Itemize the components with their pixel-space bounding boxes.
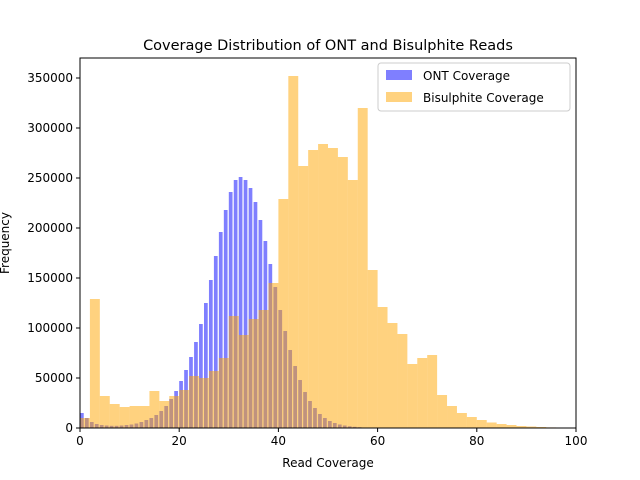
bar — [80, 418, 90, 428]
y-tick-label: 50000 — [35, 371, 73, 385]
y-tick-label: 0 — [65, 421, 73, 435]
bar — [427, 355, 438, 428]
bar — [506, 425, 517, 428]
bar — [223, 210, 228, 428]
bar — [119, 407, 130, 428]
y-tick-label: 150000 — [27, 271, 73, 285]
bar — [318, 144, 328, 428]
bar — [496, 424, 507, 428]
bar — [204, 303, 208, 428]
bar — [466, 417, 477, 428]
legend-swatch-bisulphite — [386, 92, 412, 102]
legend-swatch-ont — [386, 70, 412, 80]
bar — [89, 299, 100, 428]
bar — [387, 323, 398, 428]
y-axis-label: Frequency — [0, 212, 12, 274]
legend-label-bisulphite: Bisulphite Coverage — [423, 91, 544, 105]
bar — [139, 406, 150, 428]
bar — [407, 364, 418, 428]
bar — [233, 180, 238, 428]
y-tick-label: 100000 — [27, 321, 73, 335]
y-tick-label: 300000 — [27, 121, 73, 135]
y-tick-label: 200000 — [27, 221, 73, 235]
x-tick-label: 60 — [370, 434, 385, 448]
bar — [208, 280, 213, 428]
bar — [248, 188, 253, 428]
x-tick-label: 80 — [469, 434, 484, 448]
bar — [199, 378, 209, 428]
series-1 — [80, 76, 567, 428]
bar — [397, 334, 408, 428]
bar — [526, 426, 537, 428]
bar — [243, 180, 248, 428]
bar — [228, 192, 233, 428]
bar — [268, 283, 279, 428]
bar — [253, 202, 258, 428]
bar — [179, 390, 190, 428]
bar — [218, 358, 229, 428]
bar — [337, 157, 348, 428]
legend: ONT Coverage Bisulphite Coverage — [377, 62, 571, 112]
bar — [278, 199, 289, 428]
x-axis-label: Read Coverage — [282, 456, 373, 470]
bar — [189, 376, 200, 428]
bar — [248, 319, 259, 428]
bar — [516, 426, 527, 428]
bar — [377, 307, 388, 428]
bar — [347, 180, 358, 428]
bar — [476, 420, 487, 428]
x-tick-label: 20 — [172, 434, 187, 448]
x-tick-label: 40 — [271, 434, 286, 448]
bar — [308, 150, 319, 428]
y-tick-label: 250000 — [27, 171, 73, 185]
bar — [357, 108, 368, 428]
bar — [367, 270, 378, 428]
bar — [238, 177, 243, 428]
bar — [298, 166, 309, 428]
bar — [213, 256, 218, 428]
y-tick-label: 350000 — [27, 71, 73, 85]
plot-area: 0 20 40 60 80 100 0 50000 100000 150000 200000 2500… — [27, 57, 588, 448]
bar — [228, 316, 239, 428]
bar — [149, 391, 160, 428]
chart-title: Coverage Distribution of ONT and Bisulph… — [143, 38, 513, 54]
bar — [99, 396, 110, 428]
bar — [456, 413, 467, 428]
bar — [258, 310, 269, 428]
legend-box — [377, 62, 571, 112]
x-tick-label: 100 — [565, 434, 588, 448]
bar — [208, 371, 219, 428]
bar — [218, 232, 223, 428]
x-tick-label: 0 — [76, 434, 84, 448]
bar — [447, 406, 457, 428]
bar — [417, 358, 428, 428]
bar — [437, 395, 448, 428]
bar — [129, 406, 140, 428]
bar — [159, 401, 170, 428]
bar — [238, 335, 249, 428]
bar — [486, 422, 497, 428]
legend-label-ont: ONT Coverage — [423, 69, 510, 83]
axes-frame — [79, 57, 577, 429]
bar — [199, 324, 203, 428]
bar — [288, 76, 299, 428]
bar — [109, 404, 120, 428]
bar — [169, 396, 180, 428]
bar — [328, 148, 338, 428]
